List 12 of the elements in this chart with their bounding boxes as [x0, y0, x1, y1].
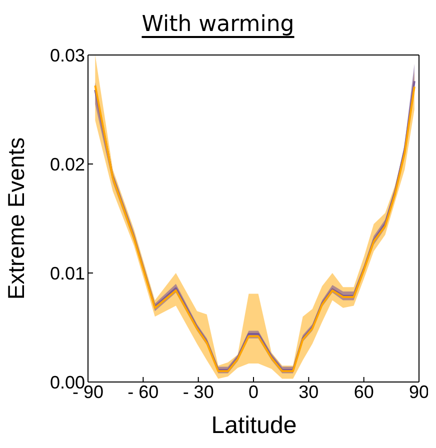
x-tick-label: 30 — [298, 382, 319, 402]
x-axis-title: Latitude — [210, 412, 298, 440]
x-tick-label: 90 — [408, 382, 430, 402]
chart-title: With warming — [140, 11, 296, 39]
x-tick-label: 60 — [354, 382, 374, 402]
y-tick-label: 0.02 — [50, 154, 85, 174]
x-tick-label: - 30 — [182, 382, 214, 402]
y-tick-label: 0.01 — [50, 263, 85, 284]
y-tick-label: 0.03 — [50, 45, 85, 66]
x-tick-label: - 60 — [128, 382, 159, 402]
y-axis-title: Extreme Events — [3, 137, 30, 300]
x-tick-label: 0 — [248, 382, 259, 402]
